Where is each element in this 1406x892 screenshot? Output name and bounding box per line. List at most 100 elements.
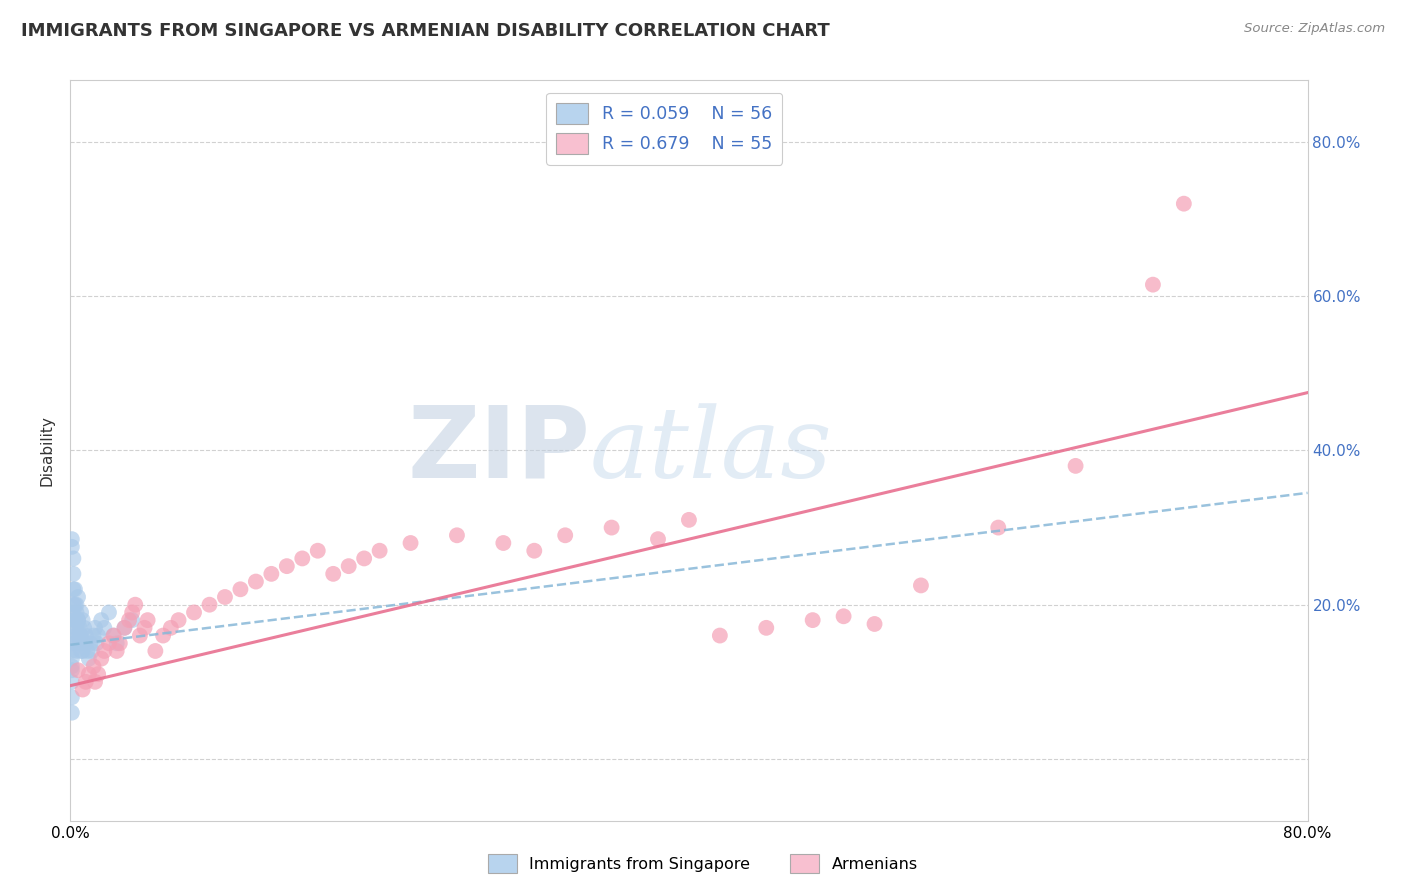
Point [399,536,422,550]
Point [62,598,84,612]
Point [62,551,84,566]
Point [86,636,108,650]
Point [65,606,87,620]
Point [114,621,135,635]
Text: ZIP: ZIP [408,402,591,499]
Point [103,628,125,642]
Point [600,520,623,534]
Point [60,636,83,650]
Point [245,574,267,589]
Point [307,543,329,558]
Point [755,621,778,635]
Point [136,613,159,627]
Point [63,636,86,650]
Point [103,628,125,642]
Point [446,528,468,542]
Point [291,551,314,566]
Point [62,621,84,635]
Point [121,613,143,627]
Point [98,606,120,620]
Point [72,644,94,658]
Point [87,628,110,642]
Point [198,598,221,612]
Point [554,528,576,542]
Point [67,613,90,627]
Point [60,674,83,689]
Point [76,644,98,658]
Point [678,513,700,527]
Point [114,621,135,635]
Point [80,644,103,658]
Point [1142,277,1164,292]
Point [167,613,190,627]
Point [129,628,152,642]
Point [832,609,855,624]
Point [82,628,105,642]
Point [337,559,360,574]
Point [70,606,93,620]
Point [90,651,112,665]
Point [65,598,87,612]
Point [65,621,87,635]
Point [118,613,141,627]
Point [75,636,97,650]
Point [63,598,86,612]
Point [60,663,83,677]
Point [75,628,97,642]
Point [63,613,86,627]
Point [62,582,84,597]
Point [65,644,87,658]
Point [60,690,83,705]
Point [93,621,115,635]
Text: Source: ZipAtlas.com: Source: ZipAtlas.com [1244,22,1385,36]
Point [60,706,83,720]
Point [910,578,932,592]
Point [62,566,84,581]
Point [709,628,731,642]
Point [1064,458,1087,473]
Point [67,628,90,642]
Point [72,682,94,697]
Point [105,636,128,650]
Point [145,644,166,658]
Point [105,644,128,658]
Point [87,667,110,681]
Point [90,613,112,627]
Point [73,621,96,635]
Point [260,566,283,581]
Point [353,551,375,566]
Point [82,659,105,673]
Point [75,674,97,689]
Point [108,636,131,650]
Point [60,540,83,554]
Point [62,613,84,627]
Point [647,532,669,546]
Point [84,621,107,635]
Text: atlas: atlas [591,403,832,498]
Point [229,582,252,597]
Point [134,621,156,635]
Point [77,667,100,681]
Point [63,628,86,642]
Point [60,651,83,665]
Point [801,613,824,627]
Point [62,606,84,620]
Point [492,536,515,550]
Point [124,598,146,612]
Legend: R = 0.059    N = 56, R = 0.679    N = 55: R = 0.059 N = 56, R = 0.679 N = 55 [546,93,782,164]
Point [214,590,236,604]
Point [69,628,91,642]
Point [77,651,100,665]
Point [987,520,1010,534]
Point [322,566,344,581]
Point [368,543,391,558]
Point [1173,196,1195,211]
Point [72,613,94,627]
Legend: Immigrants from Singapore, Armenians: Immigrants from Singapore, Armenians [482,847,924,880]
Point [67,590,90,604]
Point [70,628,93,642]
Point [63,582,86,597]
Point [183,606,205,620]
Point [276,559,298,574]
Point [98,636,120,650]
